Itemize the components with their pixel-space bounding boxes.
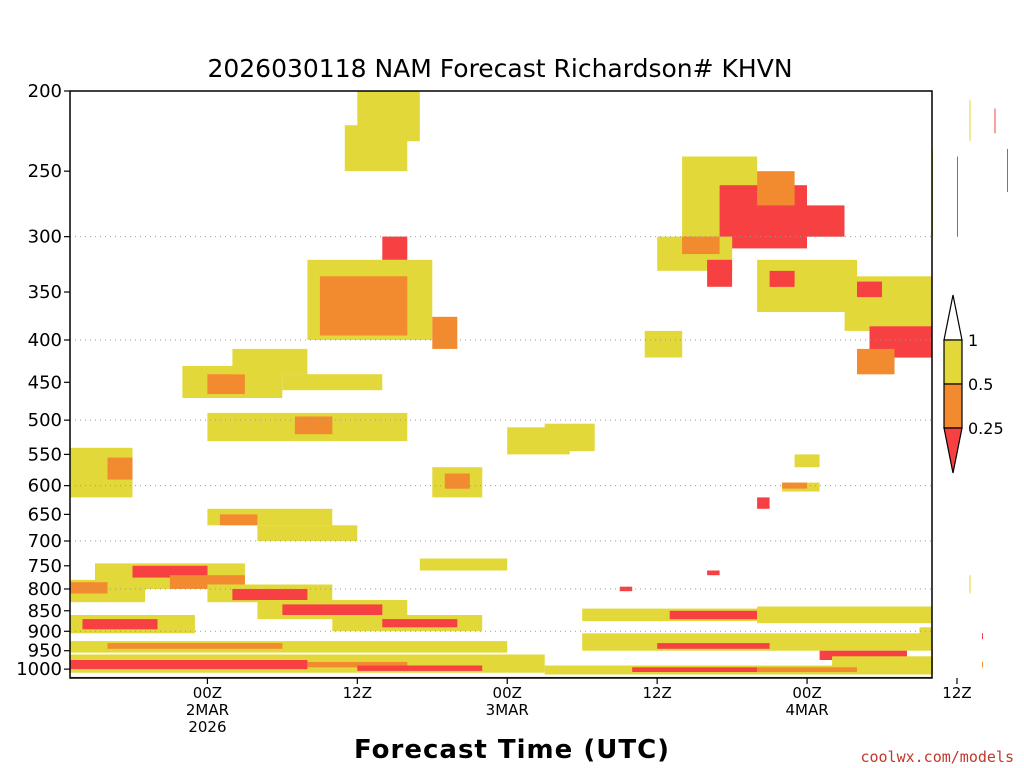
x-tick-label: 00Z <box>493 684 522 702</box>
ri-cell <box>982 633 983 640</box>
ri-cell <box>769 270 795 287</box>
ri-cell <box>669 610 758 620</box>
ri-cell <box>257 525 358 541</box>
legend-label: 0.5 <box>968 375 993 394</box>
ri-cell <box>219 514 258 526</box>
y-tick-label: 900 <box>28 621 62 642</box>
x-axis: 00Z2MAR202612Z00Z3MAR12Z00Z4MAR12Z00Z5MA… <box>186 678 972 736</box>
ri-cell <box>70 582 108 594</box>
y-axis: 200 250 300 350 400 450 500 550 600 650 700 7508008… <box>16 81 70 680</box>
ri-cell <box>357 665 483 671</box>
x-axis-label: Forecast Time (UTC) <box>354 735 670 765</box>
ri-cell <box>207 374 245 395</box>
heatmap-cells <box>70 91 1008 675</box>
y-tick-label: 1000 <box>16 659 62 680</box>
y-tick-label: 500 <box>28 410 62 431</box>
y-tick-label: 850 <box>28 601 62 622</box>
x-tick-label: 12Z <box>642 684 671 702</box>
y-tick-label: 250 <box>28 161 62 182</box>
x-tick-label: 12Z <box>942 684 971 702</box>
ri-cell <box>132 565 208 578</box>
ri-cell <box>757 205 845 237</box>
x-tick-label: 00Z <box>193 684 222 702</box>
ri-cell <box>419 558 508 571</box>
ri-cell <box>969 99 971 142</box>
x-tick-label: 2026 <box>188 718 226 736</box>
ri-cell <box>82 619 158 630</box>
x-tick-label: 00Z <box>792 684 821 702</box>
ri-cell <box>107 643 283 649</box>
ri-cell <box>382 619 458 628</box>
ri-cell <box>957 156 958 237</box>
y-tick-label: 600 <box>28 476 62 497</box>
ri-cell <box>432 316 458 349</box>
ri-cell <box>70 660 308 670</box>
y-tick-label: 750 <box>28 556 62 577</box>
ri-cell <box>294 416 333 435</box>
y-tick-label: 300 <box>28 227 62 248</box>
y-tick-label: 200 <box>28 81 62 102</box>
legend-swatch <box>943 383 963 429</box>
plot-frame <box>69 90 933 679</box>
ri-cell <box>544 423 595 452</box>
y-tick-label: 700 <box>28 531 62 552</box>
y-tick-label: 400 <box>28 330 62 351</box>
chart-title: 2026030118 NAM Forecast Richardson# KHVN <box>207 54 792 83</box>
ri-cell <box>919 627 932 647</box>
ri-cell <box>757 606 932 624</box>
ri-cell <box>857 281 882 298</box>
ri-cell <box>757 171 795 212</box>
y-tick-label: 350 <box>28 282 62 303</box>
ri-cell <box>357 91 420 142</box>
ri-cell <box>857 348 895 375</box>
legend-label: 1 <box>968 331 978 350</box>
y-tick-label: 800 <box>28 579 62 600</box>
ri-cell <box>319 276 408 336</box>
ri-cell <box>782 482 808 489</box>
ri-cell <box>794 454 820 468</box>
legend-swatch <box>943 339 963 385</box>
credit-text: coolwx.com/models <box>860 748 1014 766</box>
ri-cell <box>707 570 720 576</box>
x-tick-label: 4MAR <box>785 701 828 719</box>
x-tick-label: 2MAR <box>186 701 229 719</box>
ri-cell <box>70 641 508 653</box>
ri-cell <box>969 575 971 594</box>
legend-label: 0.25 <box>968 419 1004 438</box>
x-tick-label: 3MAR <box>486 701 529 719</box>
ri-cell <box>994 108 996 134</box>
y-tick-label: 650 <box>28 504 62 525</box>
y-tick-label: 950 <box>28 641 62 662</box>
y-tick-label: 450 <box>28 372 62 393</box>
ri-cell <box>382 236 408 260</box>
ri-cell <box>307 661 408 668</box>
legend-top-arrow <box>943 294 963 341</box>
ri-cell <box>282 374 383 391</box>
ri-cell <box>232 589 308 601</box>
ri-cell <box>232 348 308 375</box>
ri-cell <box>832 656 932 666</box>
ri-cell <box>444 473 470 489</box>
ri-cell <box>632 667 758 672</box>
ri-cell <box>682 236 720 255</box>
ri-cell <box>282 604 383 615</box>
ri-cell <box>107 457 133 480</box>
x-tick-label: 12Z <box>343 684 372 702</box>
ri-cell <box>757 497 770 509</box>
ri-cell <box>707 259 733 287</box>
color-legend: 1 0.5 0.25 <box>943 294 1004 474</box>
ri-cell <box>1007 148 1008 193</box>
ri-cell <box>644 330 683 358</box>
ri-cell <box>757 667 857 672</box>
y-tick-label: 550 <box>28 444 62 465</box>
ri-cell <box>982 661 983 668</box>
ri-cell <box>657 643 770 649</box>
legend-bottom-arrow <box>943 427 963 474</box>
ri-cell <box>819 650 907 660</box>
